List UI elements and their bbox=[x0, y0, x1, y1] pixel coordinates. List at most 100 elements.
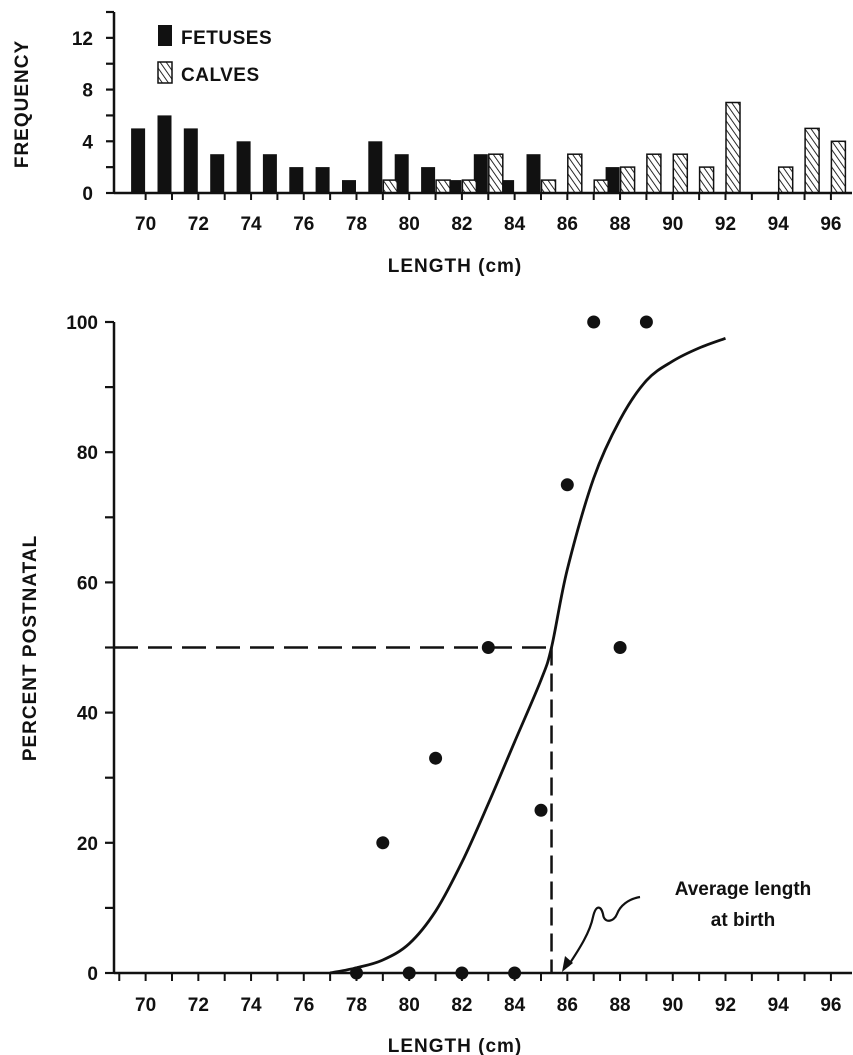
histogram-x-tick-label: 92 bbox=[715, 214, 736, 235]
bar-fetuses-82 bbox=[447, 180, 462, 193]
data-point-78-0 bbox=[350, 966, 363, 980]
scatter-y-axis-title: PERCENT POSTNATAL bbox=[20, 535, 41, 761]
data-point-89-100 bbox=[639, 315, 653, 329]
legend-label-fetuses: FETUSES bbox=[181, 28, 272, 49]
bar-fetuses-78 bbox=[342, 180, 356, 193]
data-point-82-0 bbox=[455, 966, 469, 980]
bar-calves-81 bbox=[435, 179, 451, 194]
scatter-x-tick-label: 72 bbox=[188, 995, 209, 1016]
histogram-x-tick-label: 94 bbox=[768, 214, 790, 235]
annotation-line-1: Average length bbox=[675, 879, 812, 900]
bar-fetuses-84 bbox=[500, 180, 515, 193]
scatter-y-tick-label: 20 bbox=[77, 834, 98, 855]
scatter-y-tick-label: 100 bbox=[66, 313, 98, 334]
histogram-x-tick-label: 74 bbox=[240, 214, 262, 235]
scatter-x-tick-label: 70 bbox=[135, 995, 156, 1016]
histogram-x-tick-label: 90 bbox=[662, 214, 683, 235]
bar-fetuses-85 bbox=[526, 154, 541, 193]
scatter-x-tick-label: 82 bbox=[451, 995, 472, 1016]
annotation-arrowhead bbox=[562, 956, 573, 972]
histogram-y-tick-label: 12 bbox=[72, 29, 93, 50]
histogram-x-tick-label: 70 bbox=[135, 214, 156, 235]
scatter-x-ticks: 70 72 74 76 78 80 82 84 86 88 90 92 94 96 bbox=[118, 973, 841, 1016]
histogram-x-axis-title: LENGTH (cm) bbox=[388, 256, 523, 277]
histogram-y-axis-title: FREQUENCY bbox=[12, 40, 33, 168]
histogram-x-ticks: 70 72 74 76 78 80 82 84 86 88 90 92 94 96 bbox=[135, 193, 841, 235]
data-point-85-25 bbox=[534, 803, 548, 817]
scatter-x-tick-label: 92 bbox=[715, 995, 736, 1016]
data-point-80-0 bbox=[402, 966, 416, 980]
bar-fetuses-71 bbox=[157, 115, 172, 193]
scatter-x-tick-label: 90 bbox=[662, 995, 683, 1016]
bar-fetuses-75 bbox=[262, 154, 277, 193]
bar-calves-95 bbox=[804, 127, 820, 194]
histogram-y-tick-label: 8 bbox=[82, 81, 93, 102]
bar-calves-96 bbox=[830, 140, 847, 194]
bar-calves-87 bbox=[593, 179, 609, 194]
data-point-83-50 bbox=[481, 641, 495, 654]
legend-label-calves: CALVES bbox=[181, 65, 260, 86]
bar-calves-92 bbox=[725, 101, 741, 194]
histogram-x-tick-label: 72 bbox=[188, 214, 209, 235]
histogram-x-tick-label: 76 bbox=[293, 214, 314, 235]
bar-fetuses-79 bbox=[368, 141, 383, 193]
scatter-x-tick-label: 88 bbox=[609, 995, 630, 1016]
histogram-y-tick-label: 4 bbox=[82, 132, 93, 153]
bar-calves-94 bbox=[777, 166, 794, 194]
scatter-y-tick-label: 60 bbox=[77, 573, 98, 594]
histogram-x-tick-label: 78 bbox=[346, 214, 367, 235]
scatter-x-tick-label: 86 bbox=[557, 995, 578, 1016]
bar-fetuses-80 bbox=[394, 154, 409, 193]
scatter-x-tick-label: 74 bbox=[240, 995, 262, 1016]
histogram-y-ticks: 0 4 8 12 bbox=[72, 10, 114, 205]
legend-swatch-fetuses bbox=[158, 25, 172, 46]
bar-calves-86 bbox=[567, 153, 583, 194]
histogram-legend: FETUSES CALVES bbox=[157, 25, 272, 86]
scatter-x-tick-label: 84 bbox=[504, 995, 526, 1016]
fitted-curve bbox=[329, 336, 726, 975]
bar-calves-88 bbox=[619, 166, 636, 194]
bar-fetuses-72 bbox=[183, 128, 198, 193]
bar-fetuses-73 bbox=[210, 154, 225, 193]
bar-calves-79 bbox=[382, 179, 399, 194]
scatter-y-tick-label: 80 bbox=[77, 443, 98, 464]
histogram-y-tick-label: 0 bbox=[82, 184, 93, 205]
scatter-y-tick-label: 40 bbox=[77, 704, 98, 725]
scatter-y-ticks: 0 20 40 60 80 100 bbox=[66, 313, 114, 985]
bar-fetuses-70 bbox=[131, 128, 146, 193]
annotation-line-2: at birth bbox=[711, 910, 775, 931]
histogram-x-tick-label: 86 bbox=[557, 214, 578, 235]
bar-calves-83 bbox=[488, 153, 504, 194]
histogram-x-tick-label: 88 bbox=[609, 214, 630, 235]
histogram-chart: 0 4 8 12 70 72 74 76 78 80 82 84 86 88 90 92 94 96 FETUS… bbox=[12, 10, 852, 277]
legend-item-fetuses: FETUSES bbox=[158, 25, 272, 49]
histogram-x-tick-label: 82 bbox=[451, 214, 472, 235]
histogram-bars bbox=[131, 101, 847, 194]
data-point-84-0 bbox=[508, 966, 522, 980]
scatter-x-tick-label: 76 bbox=[293, 995, 314, 1016]
data-point-86-75 bbox=[560, 478, 574, 492]
percent-postnatal-chart: 0 20 40 60 80 100 70 72 74 76 78 80 82 84 86 88 90 92 94 9… bbox=[20, 313, 852, 1055]
legend-item-calves: CALVES bbox=[157, 61, 260, 86]
histogram-x-tick-label: 96 bbox=[820, 214, 841, 235]
scatter-x-tick-label: 78 bbox=[346, 995, 367, 1016]
bar-fetuses-81 bbox=[421, 167, 436, 193]
histogram-x-tick-label: 80 bbox=[399, 214, 420, 235]
bar-fetuses-77 bbox=[315, 167, 330, 193]
histogram-x-tick-label: 84 bbox=[504, 214, 526, 235]
bar-fetuses-88 bbox=[605, 167, 620, 193]
data-point-87-100 bbox=[587, 315, 601, 329]
data-point-81-33 bbox=[429, 751, 443, 765]
bar-fetuses-74 bbox=[236, 141, 251, 193]
data-point-79-20 bbox=[376, 836, 390, 850]
scatter-x-tick-label: 80 bbox=[399, 995, 420, 1016]
scatter-y-tick-label: 0 bbox=[87, 964, 98, 985]
bar-calves-91 bbox=[698, 166, 715, 194]
average-length-annotation: Average length at birth bbox=[562, 879, 811, 972]
scatter-x-axis-title: LENGTH (cm) bbox=[388, 1036, 523, 1055]
bar-fetuses-83 bbox=[473, 154, 488, 193]
scatter-x-tick-label: 94 bbox=[768, 995, 790, 1016]
bar-calves-82 bbox=[461, 179, 478, 194]
legend-swatch-calves bbox=[157, 61, 173, 84]
